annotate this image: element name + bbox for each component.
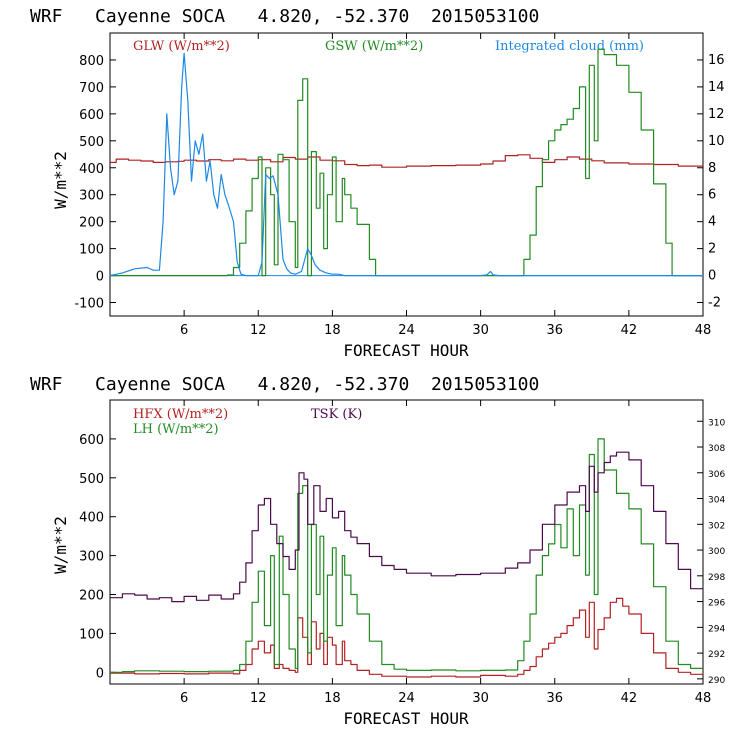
x-tick-label: 42 <box>621 323 638 338</box>
series-line-0 <box>110 597 703 678</box>
y2-tick-label: 304 <box>708 496 725 506</box>
panel-title: WRF Cayenne SOCA 4.820, -52.370 20150531… <box>30 6 539 27</box>
x-tick-label: 24 <box>398 691 415 706</box>
x-tick-label: 36 <box>546 323 563 338</box>
y2-tick-label: -2 <box>708 296 721 311</box>
legend-cloud: Integrated cloud (mm) <box>495 39 644 54</box>
y-tick-label: 700 <box>79 81 104 96</box>
y2-tick-label: 302 <box>708 521 725 531</box>
x-tick-label: 48 <box>695 323 712 338</box>
legend-tsk: TSK (K) <box>311 407 362 422</box>
y2-tick-label: 300 <box>708 547 725 557</box>
x-tick-label: 24 <box>398 323 415 338</box>
x-tick-label: 18 <box>324 691 341 706</box>
series-line-1 <box>110 48 703 277</box>
y2-tick-label: 6 <box>708 188 716 203</box>
y2-tick-label: 14 <box>708 80 725 95</box>
x-axis-title: FORECAST HOUR <box>343 341 469 360</box>
x-tick-label: 42 <box>621 691 638 706</box>
x-tick-label: 12 <box>250 323 267 338</box>
x-tick-label: 18 <box>324 323 341 338</box>
plot-frame <box>109 399 704 685</box>
y2-tick-label: 298 <box>708 573 725 583</box>
y2-tick-label: 0 <box>708 269 716 284</box>
y2-tick-label: 294 <box>708 624 725 634</box>
y-tick-label: 800 <box>79 54 104 69</box>
series-line-2 <box>110 451 703 603</box>
y-tick-label: 400 <box>79 511 104 526</box>
legend-hfx: HFX (W/m**2) <box>133 407 228 422</box>
y-tick-label: 600 <box>79 433 104 448</box>
y-axis-title: W/m**2 <box>51 151 70 209</box>
x-tick-label: 12 <box>250 691 267 706</box>
y2-tick-label: 10 <box>708 134 725 149</box>
series-line-0 <box>110 154 703 168</box>
x-axis-title: FORECAST HOUR <box>343 709 469 728</box>
y-tick-label: 0 <box>96 270 104 285</box>
y2-tick-label: 16 <box>708 53 725 68</box>
series-line-1 <box>110 438 703 673</box>
x-tick-label: 36 <box>546 691 563 706</box>
y2-tick-label: 8 <box>708 161 716 176</box>
y-tick-label: 200 <box>79 589 104 604</box>
y2-tick-label: 4 <box>708 215 716 230</box>
x-tick-label: 30 <box>472 323 489 338</box>
y-tick-label: 600 <box>79 108 104 123</box>
x-tick-label: 30 <box>472 691 489 706</box>
y-tick-label: 500 <box>79 135 104 150</box>
y2-tick-label: 306 <box>708 470 725 480</box>
y-tick-label: 500 <box>79 472 104 487</box>
panel-radiation: WRF Cayenne SOCA 4.820, -52.370 20150531… <box>30 6 725 360</box>
x-tick-label: 6 <box>180 323 188 338</box>
y-tick-label: 100 <box>79 627 104 642</box>
x-tick-label: 48 <box>695 691 712 706</box>
y-tick-label: 400 <box>79 162 104 177</box>
y2-tick-label: 310 <box>708 418 725 428</box>
y2-tick-label: 290 <box>708 676 725 686</box>
y-tick-label: 200 <box>79 216 104 231</box>
y2-tick-label: 308 <box>708 444 725 454</box>
legend-glw: GLW (W/m**2) <box>133 39 230 54</box>
y-tick-label: 300 <box>79 189 104 204</box>
y2-tick-label: 2 <box>708 242 716 257</box>
y2-tick-label: 292 <box>708 650 725 660</box>
legend-gsw: GSW (W/m**2) <box>325 39 423 54</box>
y2-tick-label: 12 <box>708 107 725 122</box>
series-line-2 <box>109 52 703 277</box>
y-axis-title: W/m**2 <box>51 516 70 574</box>
y-tick-label: 0 <box>96 666 104 681</box>
panel-surface-fluxes: WRF Cayenne SOCA 4.820, -52.370 20150531… <box>30 374 725 728</box>
plot-frame <box>109 32 704 317</box>
panel-title: WRF Cayenne SOCA 4.820, -52.370 20150531… <box>30 374 539 395</box>
x-tick-label: 6 <box>180 691 188 706</box>
y2-tick-label: 296 <box>708 599 725 609</box>
y-tick-label: 100 <box>79 243 104 258</box>
legend-lh: LH (W/m**2) <box>133 422 219 437</box>
y-tick-label: -100 <box>74 297 104 312</box>
y-tick-label: 300 <box>79 550 104 565</box>
